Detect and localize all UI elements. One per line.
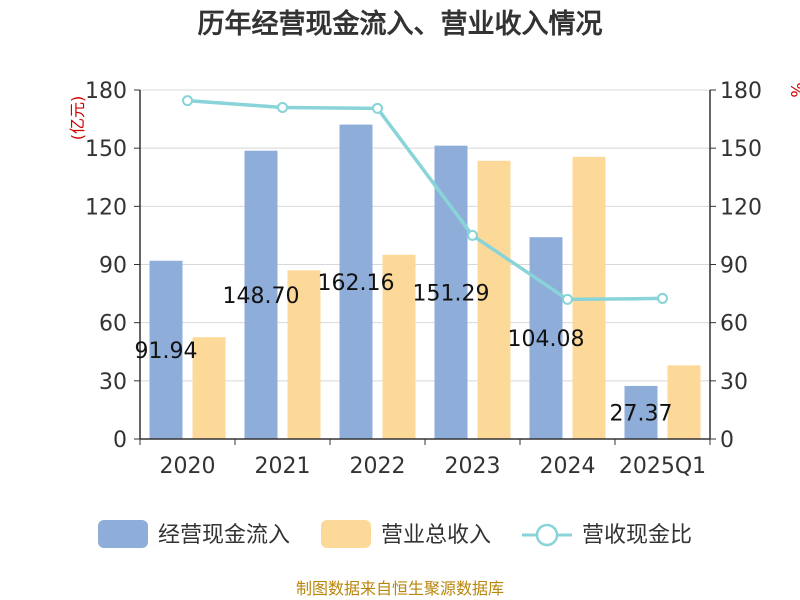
ratio-point [277, 101, 288, 113]
bar-revenue [192, 337, 226, 439]
y-right-tick-label: 180 [720, 79, 762, 104]
data-label-cash-inflow: 104.08 [508, 327, 585, 352]
bar-cash-inflow [244, 150, 278, 439]
y-right-tick-label: 30 [720, 370, 748, 395]
bar-revenue [477, 160, 511, 439]
y-left-tick-label: 90 [99, 254, 127, 279]
ratio-point [372, 102, 383, 114]
axes: 0 30 60 90 120 150 180 0 30 60 90 120 150 180 2020 2021… [85, 79, 762, 479]
ratio-line [182, 95, 668, 305]
legend-label-ratio: 营收现金比 [582, 523, 692, 548]
bar-cash-inflow [529, 237, 563, 439]
bar-revenue [667, 365, 701, 439]
y-right-tick-label: 60 [720, 312, 748, 337]
legend-marker-ratio [535, 523, 559, 547]
data-label-cash-inflow: 91.94 [135, 339, 198, 364]
ratio-line-path [187, 98, 663, 302]
data-label-cash-inflow: 151.29 [413, 281, 490, 306]
x-tick-label: 2020 [160, 454, 216, 479]
bars [149, 124, 701, 439]
ratio-point [182, 95, 193, 107]
gridlines [140, 89, 710, 382]
source-note: 制图数据来自恒生聚源数据库 [296, 579, 504, 598]
right-axis-unit: % [787, 82, 800, 97]
left-axis-unit: (亿元) [68, 96, 87, 141]
data-label-cash-inflow: 27.37 [610, 401, 673, 426]
ratio-point [467, 229, 478, 241]
data-label-cash-inflow: 162.16 [318, 271, 395, 296]
y-left-tick-label: 30 [99, 370, 127, 395]
y-right-tick-label: 150 [720, 137, 762, 162]
chart-title: 历年经营现金流入、营业收入情况 [198, 8, 603, 40]
x-tick-label: 2025Q1 [619, 454, 706, 479]
bar-cash-inflow [624, 385, 658, 439]
y-right-tick-label: 120 [720, 195, 762, 220]
data-label-cash-inflow: 148.70 [223, 284, 300, 309]
legend: 经营现金流入 营业总收入 营收现金比 [98, 520, 692, 548]
legend-swatch-cash-inflow [98, 520, 148, 548]
y-left-tick-label: 60 [99, 312, 127, 337]
data-labels: 91.94 148.70 162.16 151.29 104.08 27.37 [135, 271, 673, 427]
bar-cash-inflow [339, 124, 373, 439]
bar-revenue [287, 270, 321, 439]
x-tick-label: 2022 [350, 454, 406, 479]
y-right-tick-label: 0 [720, 428, 734, 453]
y-right-tick-label: 90 [720, 254, 748, 279]
legend-label-cash-inflow: 经营现金流入 [158, 523, 290, 548]
legend-label-revenue: 营业总收入 [381, 523, 491, 548]
ratio-point [562, 293, 573, 305]
y-left-tick-label: 0 [113, 428, 127, 453]
bar-revenue [382, 254, 416, 439]
legend-swatch-revenue [321, 520, 371, 548]
x-tick-label: 2021 [255, 454, 311, 479]
y-left-tick-label: 150 [85, 137, 127, 162]
x-tick-label: 2024 [540, 454, 596, 479]
ratio-point [657, 292, 668, 304]
x-tick-label: 2023 [445, 454, 501, 479]
bar-cash-inflow [149, 260, 183, 439]
y-left-tick-label: 120 [85, 195, 127, 220]
y-left-tick-label: 180 [85, 79, 127, 104]
